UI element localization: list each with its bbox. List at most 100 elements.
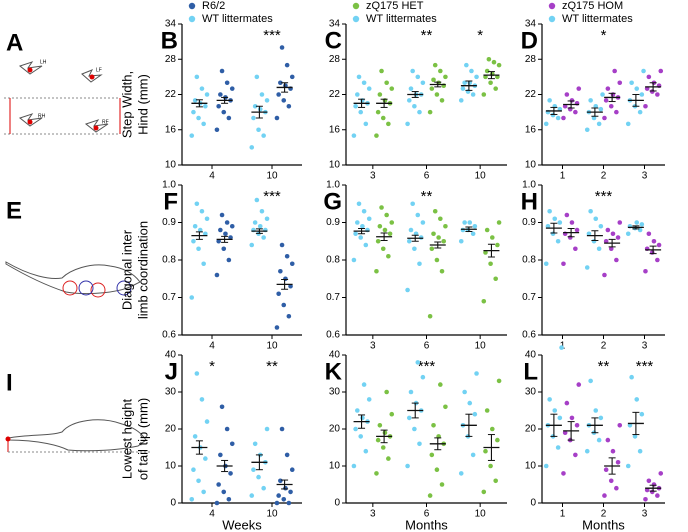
data-point (486, 56, 492, 62)
paw (18, 113, 43, 127)
data-point (228, 235, 233, 240)
data-point (491, 59, 497, 65)
data-point (283, 276, 288, 282)
significance: *** (595, 188, 613, 205)
data-point (458, 98, 464, 103)
data-point (634, 220, 640, 225)
paw-circle (78, 280, 94, 296)
data-point (608, 103, 614, 109)
y-tick-label: 34 (165, 19, 177, 30)
data-point (472, 411, 478, 417)
y-axis-label: of tail tip (mm) (135, 398, 150, 480)
data-point (219, 212, 225, 218)
data-point (216, 103, 221, 109)
data-point (276, 291, 281, 297)
data-point (614, 485, 619, 491)
data-point (483, 250, 488, 255)
significance: *** (263, 188, 281, 205)
data-point (643, 103, 648, 109)
panel-letter: D (521, 27, 538, 54)
data-point (229, 86, 235, 91)
significance: ** (598, 358, 610, 375)
schematic-i: I (5, 369, 150, 453)
data-point (226, 257, 232, 263)
data-point (261, 235, 266, 240)
panel-letter: A (6, 29, 23, 56)
data-point (360, 223, 365, 229)
y-tick-label: 28 (165, 54, 177, 65)
y-tick-label: 30 (525, 387, 537, 398)
y-tick-label: 0.8 (522, 255, 536, 266)
data-point (229, 223, 235, 229)
data-point (649, 489, 655, 495)
data-point (602, 272, 607, 278)
data-point (199, 208, 205, 214)
data-point (226, 115, 232, 121)
data-point (221, 489, 227, 495)
data-point (257, 223, 263, 229)
data-point (283, 485, 288, 491)
data-point (561, 471, 566, 476)
y-axis-label: Diagonal inter (119, 229, 134, 310)
y-tick-label: 0.9 (522, 217, 536, 228)
panel: G 0.6 0.7 0.8 0.9 1.0 3 6 ** 10 (323, 180, 507, 352)
data-point (264, 98, 270, 103)
data-point (493, 478, 498, 484)
data-point (219, 404, 225, 410)
data-point (389, 86, 395, 91)
y-tick-label: 10 (165, 160, 177, 171)
data-point (363, 242, 369, 248)
panel-letter: E (6, 197, 22, 224)
data-point (353, 426, 358, 432)
data-point (470, 92, 476, 97)
data-point (434, 467, 440, 473)
data-point (458, 238, 464, 244)
data-point (443, 404, 448, 410)
data-point (552, 408, 558, 413)
data-point (600, 92, 605, 97)
data-point (598, 223, 604, 229)
data-point (429, 246, 435, 252)
data-point (366, 86, 372, 91)
x-tick-label: 4 (209, 509, 215, 520)
data-point (286, 500, 292, 506)
data-point (646, 478, 652, 484)
data-point (629, 80, 634, 86)
data-point (550, 231, 556, 237)
data-point (201, 261, 206, 267)
data-point (363, 121, 369, 127)
y-tick-label: 22 (165, 89, 177, 100)
data-point (573, 246, 578, 252)
y-tick-label: 0 (170, 498, 176, 509)
data-point (598, 106, 604, 112)
panel: K 0 10 20 30 40 3 6 *** 10 Months (325, 350, 507, 532)
data-point (658, 471, 664, 476)
data-point (596, 246, 602, 252)
data-point (189, 133, 195, 138)
data-point (216, 482, 221, 487)
data-point (655, 257, 660, 263)
data-point (382, 430, 388, 436)
schematic-e: E (5, 197, 141, 298)
data-point (358, 109, 364, 115)
data-point (438, 216, 443, 222)
x-axis-label: Weeks (222, 517, 262, 532)
data-point (289, 261, 295, 267)
data-point (615, 460, 621, 465)
data-point (543, 463, 549, 469)
legend-marker (352, 2, 360, 10)
data-point (355, 220, 360, 225)
data-point (256, 127, 261, 133)
paw-label: RF (102, 119, 109, 125)
data-point (550, 112, 556, 118)
data-point (284, 253, 290, 259)
data-point (431, 231, 436, 237)
x-tick-label: 3 (370, 341, 376, 352)
data-point (289, 467, 295, 473)
data-point (602, 493, 607, 498)
data-point (194, 371, 200, 376)
paw-label: RH (38, 113, 46, 119)
data-point (438, 68, 443, 74)
y-tick-label: 16 (165, 124, 177, 135)
